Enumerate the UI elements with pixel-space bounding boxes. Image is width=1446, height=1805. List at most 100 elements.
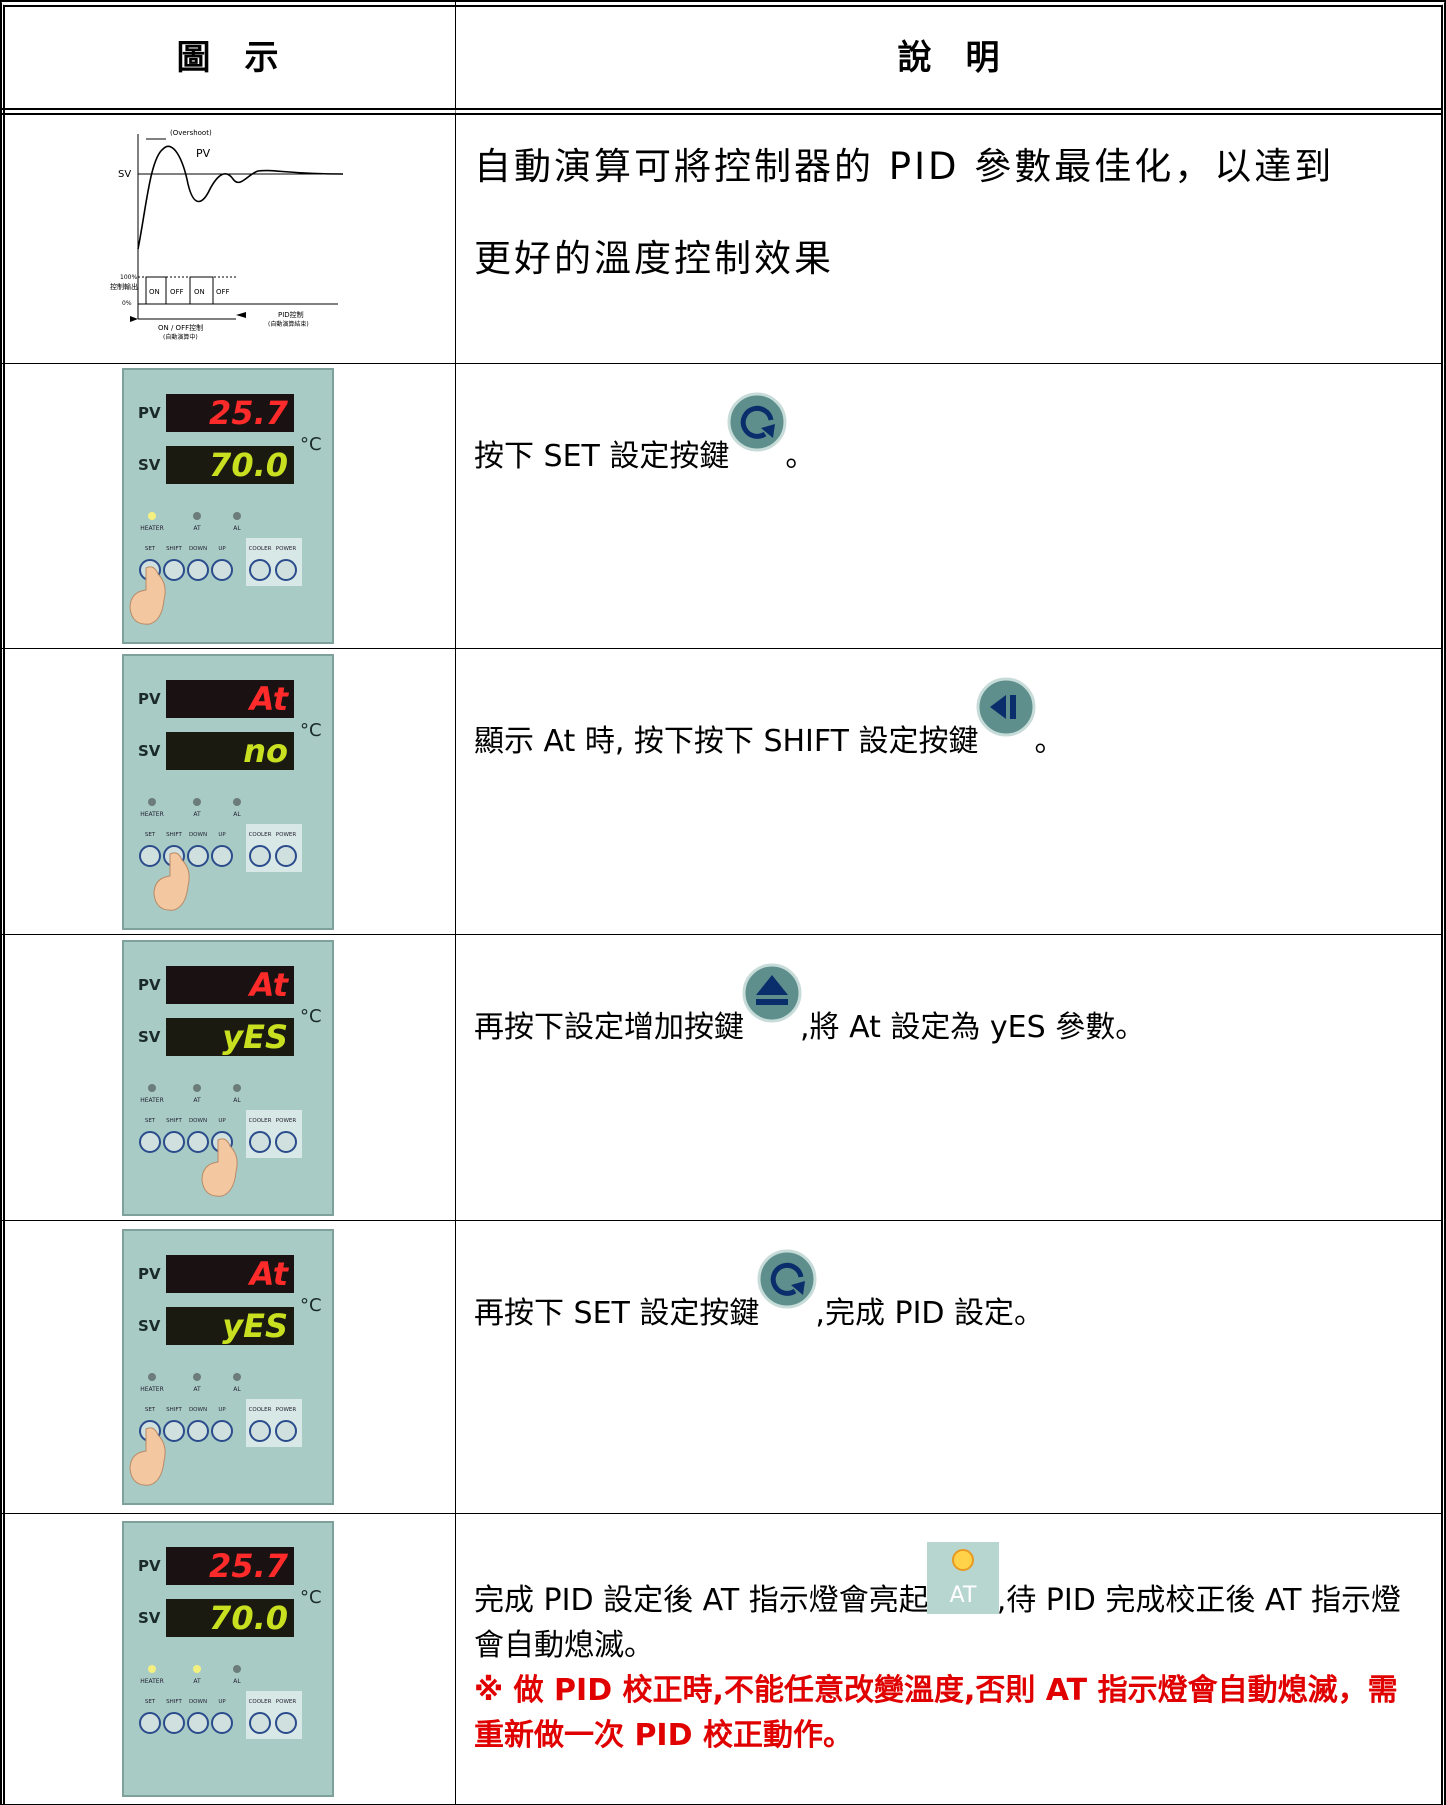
graph-label: OFF <box>170 288 184 296</box>
graph-label: PV <box>196 147 211 160</box>
warning-note: ※ 做 PID 校正時,不能任意改變溫度,否則 AT 指示燈會自動熄滅，需重新做… <box>474 1673 1398 1753</box>
intro-line: 自動演算可將控制器的 PID 參數最佳化，以達到 <box>474 145 1335 188</box>
graph-label: 0% <box>122 300 132 307</box>
button-label: SET <box>144 1407 155 1413</box>
panel-button <box>162 559 185 581</box>
graph-label: ON <box>194 288 205 296</box>
description-text: 再按下設定增加按鍵 <box>474 1010 744 1045</box>
panel-button <box>138 844 161 867</box>
controller-panel: PV At SV no °C HEATER AT AL SET SHIFT DOWN UP COOLER… <box>121 653 334 930</box>
panel-button <box>274 844 297 867</box>
button-label: POWER <box>275 1699 296 1705</box>
sv-display <box>165 446 294 484</box>
icon-ring <box>757 1249 817 1309</box>
description-text: 。 <box>1034 724 1065 759</box>
led <box>232 512 241 520</box>
sv-label: SV <box>138 456 161 474</box>
led <box>147 1665 156 1673</box>
led-label: AT <box>193 1386 201 1393</box>
unit-label: °C <box>300 434 322 455</box>
button-label: SET <box>144 832 155 838</box>
pv-display <box>165 965 294 1004</box>
pv-display <box>165 394 294 432</box>
graph-label: (Overshoot) <box>170 129 212 137</box>
button-label: SHIFT <box>166 1118 182 1124</box>
description-cell: 顯示 At 時, 按下按下 SHIFT 設定按鍵 。 <box>456 649 1441 935</box>
sv-value: yES <box>222 1018 288 1056</box>
led-label: AL <box>233 1678 241 1685</box>
led <box>192 1083 201 1092</box>
led <box>232 1373 241 1381</box>
sv-display <box>165 1307 294 1345</box>
description-cell: 按下 SET 設定按鍵 。 <box>456 364 1441 649</box>
button-label: DOWN <box>188 1699 206 1705</box>
button-label: UP <box>218 1407 226 1413</box>
set-button-icon <box>757 1249 817 1309</box>
pv-label: PV <box>138 1265 161 1283</box>
button-label: SHIFT <box>166 546 182 552</box>
header-text: 說 明 <box>897 37 1000 78</box>
panel-button <box>248 844 271 867</box>
header-description: 說 明 <box>456 0 1441 115</box>
pv-value: At <box>246 1255 289 1293</box>
pv-display <box>165 679 294 718</box>
icon-glyph <box>761 424 776 438</box>
figure-cell: PV 25.7 SV 70.0 °C HEATER AT AL SET SHIFT DOWN UP CO… <box>0 1514 456 1805</box>
description-text: 顯示 At 時, 按下按下 SHIFT 設定按鍵 <box>474 724 979 759</box>
pv-value: At <box>246 966 289 1004</box>
pv-value: At <box>246 680 289 718</box>
unit-label: °C <box>300 1295 322 1316</box>
panel-button <box>186 1420 209 1442</box>
panel-button <box>186 1130 209 1153</box>
button-label: COOLER <box>248 546 271 552</box>
up-button-icon <box>742 963 802 1023</box>
icon-label: AT <box>949 1583 976 1608</box>
panel-button <box>248 1712 271 1734</box>
led-label: AL <box>233 811 241 818</box>
controller-panel: PV At SV yES °C HEATER AT AL SET SHIFT DOWN UP COOLE… <box>121 1229 334 1505</box>
intro-line: 更好的溫度控制效果 <box>474 237 834 280</box>
graph-cell: (Overshoot) PV SV 控制輸出 100% 0% ON OFF ON… <box>0 115 456 364</box>
panel-button <box>274 1130 297 1153</box>
button-label: DOWN <box>188 546 206 552</box>
sv-value: 70.0 <box>209 1599 288 1637</box>
led-label: HEATER <box>140 525 164 532</box>
header-text: 圖 示 <box>176 37 279 78</box>
finger <box>128 566 166 625</box>
description-text: 再按下 SET 設定按鍵 <box>474 1296 760 1331</box>
sv-display <box>165 1017 294 1056</box>
led <box>192 1373 201 1381</box>
finger <box>200 1137 238 1197</box>
panel-button <box>186 844 209 867</box>
icon-led <box>951 1549 974 1571</box>
icon-glyph <box>756 999 788 1005</box>
graph-label: 100% <box>120 274 137 281</box>
panel-button <box>274 1712 297 1734</box>
led-label: AT <box>193 1097 201 1104</box>
description-cell: 完成 PID 設定後 AT 指示燈會亮起 AT ,待 PID 完成校正後 AT 指示… <box>456 1514 1441 1805</box>
button-label: COOLER <box>248 1118 271 1124</box>
panel-button <box>210 844 233 867</box>
description-text: ,完成 PID 設定。 <box>815 1296 1045 1331</box>
controller-panel: PV 25.7 SV 70.0 °C HEATER AT AL SET SHIFT DOWN UP CO… <box>121 368 334 644</box>
description-cell: 再按下 SET 設定按鍵 ,完成 PID 設定。 <box>456 1221 1441 1514</box>
icon-ring <box>727 392 787 452</box>
button-label: SET <box>144 1118 155 1124</box>
sv-label: SV <box>138 742 161 760</box>
sv-display <box>165 731 294 770</box>
header-figure: 圖 示 <box>0 0 456 115</box>
description: 再按下設定增加按鍵 ,將 At 設定為 yES 參數。 <box>474 963 1421 1050</box>
icon-glyph <box>1010 695 1017 719</box>
button-label: DOWN <box>188 1407 206 1413</box>
at-light-icon: AT <box>926 1542 999 1614</box>
figure-cell: PV 25.7 SV 70.0 °C HEATER AT AL SET SHIFT DOWN UP CO… <box>0 364 456 649</box>
button-label: COOLER <box>248 832 271 838</box>
sv-label: SV <box>138 1317 161 1335</box>
unit-label: °C <box>300 1587 322 1608</box>
pv-display <box>165 1547 294 1585</box>
button-label: POWER <box>275 832 296 838</box>
figure-cell: PV At SV yES °C HEATER AT AL SET SHIFT DOWN UP COOLE… <box>0 1221 456 1514</box>
panel-button <box>138 1130 161 1153</box>
